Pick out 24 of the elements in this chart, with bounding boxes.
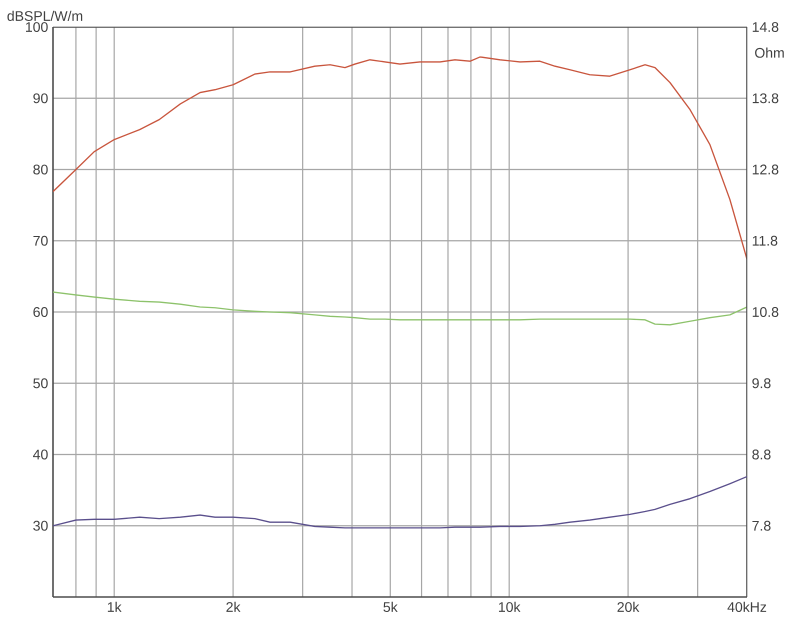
y-tick-label: 60 (33, 307, 48, 317)
x-tick-label: 1k (108, 602, 122, 612)
y2-axis-title: Ohm (755, 48, 784, 58)
y2-tick-label: 11.8 (752, 236, 778, 246)
y-tick-label: 50 (33, 378, 48, 388)
x-tick-label: 40kHz (727, 602, 766, 612)
y2-tick-label: 13.8 (752, 93, 778, 104)
y-tick-label: 70 (33, 236, 48, 246)
y-tick-label: 100 (26, 22, 48, 32)
x-tick-label: 10k (498, 602, 520, 612)
y2-tick-label: 7.8 (752, 520, 771, 531)
y2-tick-label: 9.8 (752, 378, 771, 388)
y2-tick-label: 12.8 (752, 164, 778, 174)
x-tick-label: 2k (226, 602, 240, 612)
y2-tick-label: 10.8 (752, 307, 778, 317)
y-tick-label: 30 (33, 520, 48, 531)
y2-tick-label: 8.8 (752, 450, 771, 460)
y-tick-label: 80 (33, 164, 48, 174)
y-tick-label: 90 (33, 93, 48, 104)
x-tick-label: 20k (618, 602, 640, 612)
y2-tick-label: 14.8 (752, 22, 778, 32)
y-axis-title: dBSPL/W/m (7, 10, 82, 21)
x-tick-label: 5k (383, 602, 398, 612)
y-tick-label: 40 (33, 450, 48, 460)
